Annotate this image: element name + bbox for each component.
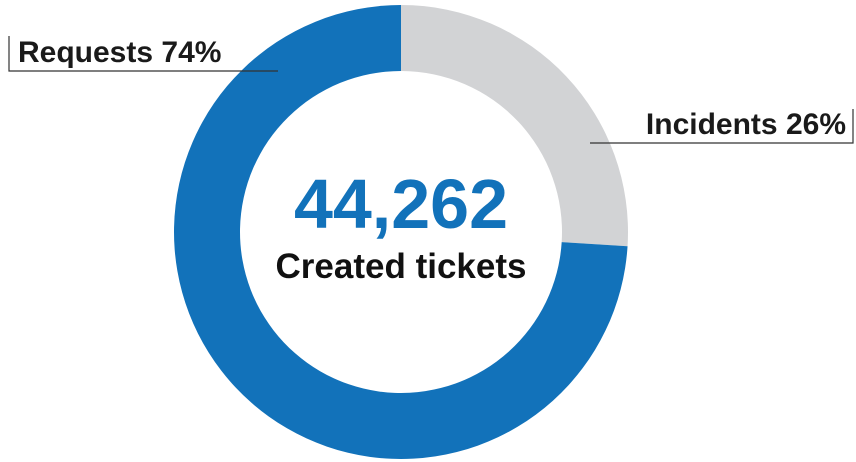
slice-incidents <box>401 5 628 247</box>
incidents-leader-line <box>590 109 854 144</box>
center-caption: Created tickets <box>276 247 527 286</box>
center-value: 44,262 <box>294 165 508 243</box>
requests-leader-line <box>8 36 278 72</box>
requests-label: Requests 74% <box>18 36 221 69</box>
incidents-label: Incidents 26% <box>646 108 846 141</box>
donut-slices <box>173 5 628 459</box>
